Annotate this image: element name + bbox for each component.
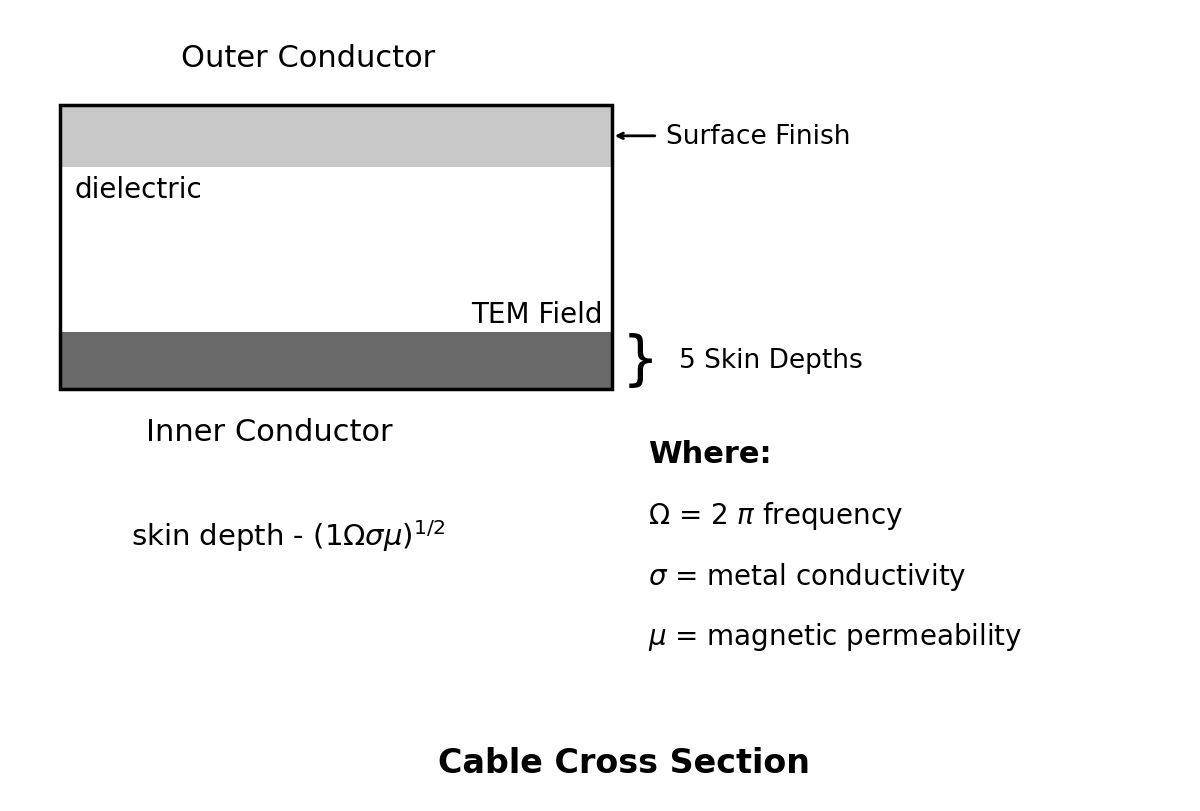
Text: Cable Cross Section: Cable Cross Section: [438, 745, 810, 779]
Text: }: }: [622, 333, 659, 389]
Text: dielectric: dielectric: [74, 176, 202, 204]
Bar: [60, 333, 612, 389]
Text: TEM Field: TEM Field: [470, 301, 602, 328]
Text: skin depth - (1$\Omega$$\sigma$$\mu$)$^{1/2}$: skin depth - (1$\Omega$$\sigma$$\mu$)$^{…: [131, 517, 445, 553]
Bar: [60, 105, 612, 389]
Text: $\Omega$ = 2 $\pi$ frequency: $\Omega$ = 2 $\pi$ frequency: [648, 499, 904, 531]
Text: Where:: Where:: [648, 440, 772, 469]
Bar: [60, 105, 612, 168]
Text: Outer Conductor: Outer Conductor: [181, 44, 436, 73]
Text: $\sigma$ = metal conductivity: $\sigma$ = metal conductivity: [648, 560, 966, 592]
Bar: [60, 168, 612, 333]
Text: 5 Skin Depths: 5 Skin Depths: [679, 348, 863, 374]
Text: Inner Conductor: Inner Conductor: [146, 418, 394, 447]
Text: $\mu$ = magnetic permeability: $\mu$ = magnetic permeability: [648, 620, 1022, 653]
Text: Surface Finish: Surface Finish: [666, 123, 851, 150]
